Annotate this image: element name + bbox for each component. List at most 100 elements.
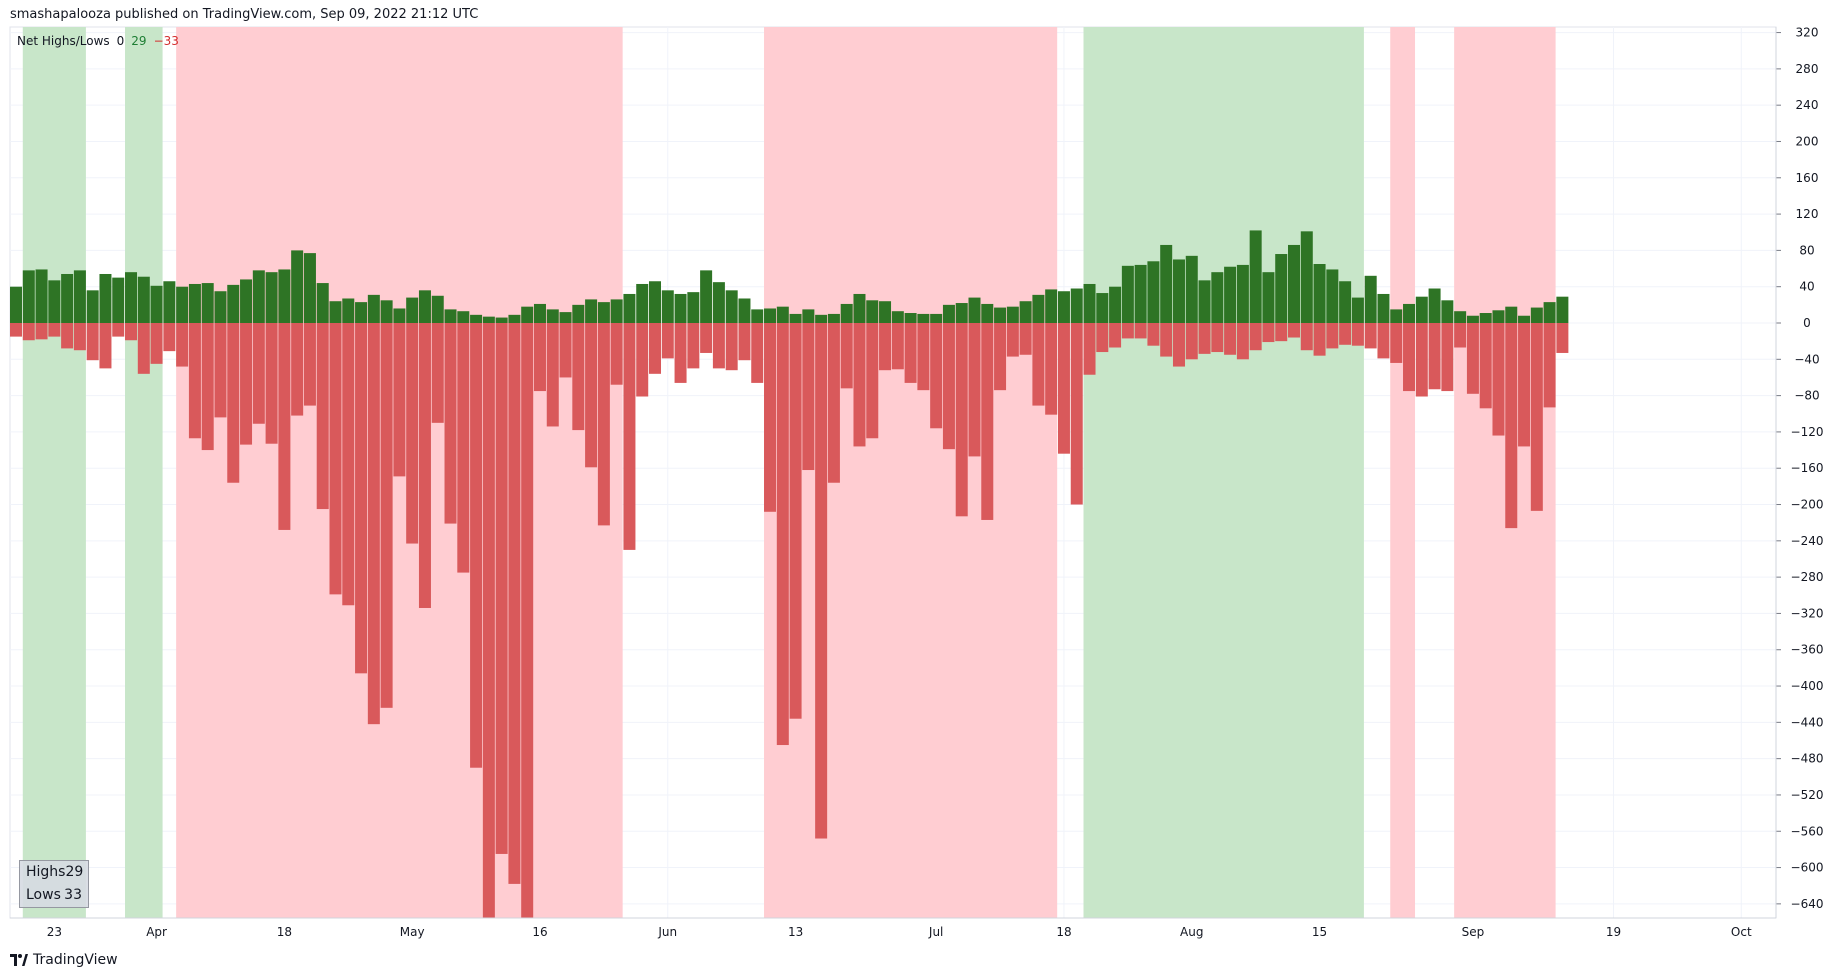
lows-bar [815,323,828,839]
lows-bar [930,323,943,429]
highs-bar [1160,244,1173,323]
lows-bar [1351,323,1364,346]
lows-bar [86,323,99,361]
lows-bar [1006,323,1019,357]
lows-bar [163,323,176,352]
y-tick-label: 80 [1799,243,1814,257]
y-tick-label: −280 [1791,570,1824,584]
highs-bar [1479,313,1492,323]
lows-bar [840,323,853,389]
lows-bar [725,323,738,371]
lows-bar [1172,323,1185,367]
highs-value: 29 [65,864,84,880]
lows-bar [597,323,610,526]
lows-bar [1415,323,1428,397]
highs-bar [265,272,278,323]
highs-bar [201,283,214,323]
highs-bar [342,298,355,323]
lows-bar [1300,323,1313,351]
highs-bar [1006,306,1019,323]
highs-bar [597,302,610,323]
x-tick-label: 16 [532,925,547,939]
highs-bar [125,272,138,323]
highs-bar [1454,311,1467,323]
highs-bar [470,314,483,323]
x-tick-label: Sep [1462,925,1485,939]
highs-bar [291,250,304,323]
y-tick-label: −200 [1791,498,1824,512]
highs-bar [431,295,444,323]
lows-bar [252,323,265,424]
highs-bar [1364,275,1377,323]
lows-bar [406,323,419,544]
lows-bar [99,323,112,369]
highs-bar [840,303,853,323]
lows-bar [227,323,240,483]
highs-bar [981,303,994,323]
lows-bar [853,323,866,447]
lows-bar [444,323,457,524]
lows-bar [955,323,968,517]
footer-brand[interactable]: TradingView [10,952,118,968]
indicator-symbol: 0 [116,34,125,48]
lows-bar [572,323,585,431]
lows-bar [291,323,304,416]
highs-bar [508,314,521,323]
highs-bar [1134,264,1147,323]
highs-bar [815,314,828,323]
signal-band-layer [22,27,1556,918]
lows-bar [610,323,623,385]
lows-bar [968,323,981,457]
highs-bar [700,270,713,323]
lows-bar [1479,323,1492,409]
lows-bar [981,323,994,520]
lows-bar [546,323,559,427]
highs-bar [917,313,930,323]
lows-bar [1364,323,1377,349]
lows-bar [776,323,789,746]
highs-bar [240,279,253,323]
highs-bar [1070,288,1083,323]
lows-bar [495,323,508,854]
highs-bar [968,297,981,323]
lows-bar [764,323,777,512]
highs-bar [176,286,189,323]
lows-bar [367,323,380,725]
lows-bar [508,323,521,884]
highs-bar [674,293,687,323]
highs-bar [1403,303,1416,323]
lows-bar [879,323,892,371]
y-tick-label: −160 [1791,461,1824,475]
lows-value: 33 [64,887,82,903]
y-tick-label: 40 [1799,280,1814,294]
lows-bar [623,323,636,550]
highs-bar [1377,293,1390,323]
lows-bar [125,323,138,341]
lows-bar [482,323,495,918]
highs-bar [1530,307,1543,323]
value-box-lows-row: Lows 33 [20,884,88,907]
highs-bar [316,283,329,323]
lows-bar [1390,323,1403,363]
highs-bar [891,311,904,323]
highs-bar [495,317,508,323]
highs-bar [1198,280,1211,323]
lows-bar [150,323,163,364]
lows-bar [904,323,917,383]
highs-bar [393,308,406,323]
lows-bar [1147,323,1160,346]
lows-bar [1019,323,1032,355]
indicator-legend[interactable]: Net Highs/Lows 0 29 −33 [17,34,179,48]
x-tick-label: Oct [1731,925,1752,939]
y-tick-label: −440 [1791,715,1824,729]
lows-bar [470,323,483,768]
y-tick-label: −80 [1794,389,1819,403]
highs-bar [1096,293,1109,323]
highs-bar [687,292,700,323]
lows-bar [355,323,368,674]
highs-bar [1556,296,1569,323]
x-tick-label: May [400,925,425,939]
highs-bar [827,313,840,323]
highs-bar [329,301,342,323]
lows-bar [649,323,661,374]
